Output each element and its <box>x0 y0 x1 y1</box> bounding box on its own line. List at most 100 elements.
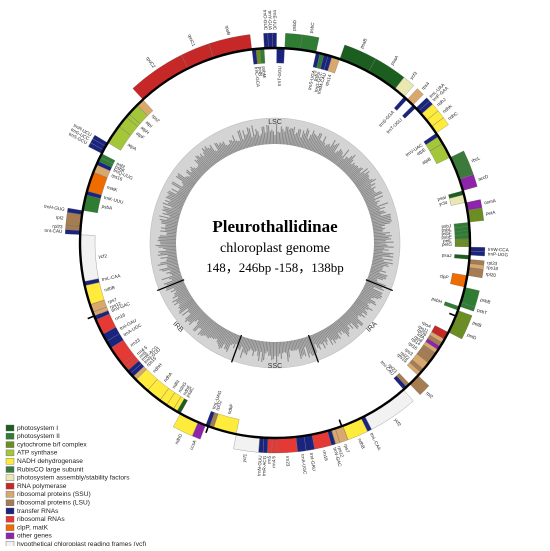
gene-block <box>365 390 414 430</box>
gene-label: trnT-GGU <box>277 66 283 86</box>
gene-label: rrn5 <box>267 455 272 464</box>
gene-label: rrn23 <box>129 337 141 348</box>
gene-label: trnH-GUG <box>44 204 66 212</box>
gene-label: ndhB <box>104 285 116 293</box>
gene-label: trnY-GUA <box>267 10 272 31</box>
gene-label: psbB <box>480 297 491 305</box>
gene-block <box>272 33 276 48</box>
legend-label: ribosomal RNAs <box>17 516 65 523</box>
legend-label: ATP synthase <box>17 450 58 457</box>
gene-label: atpB <box>421 156 432 165</box>
gene-block <box>268 33 272 48</box>
gene-block <box>470 251 485 256</box>
gene-block <box>276 437 297 453</box>
legend-label: ribosomal proteins (LSU) <box>17 499 90 506</box>
gc-spike <box>374 246 394 247</box>
gene-block <box>263 33 268 48</box>
gc-spike <box>374 248 384 249</box>
gene-label: ndhD <box>174 432 184 445</box>
gene-label: rpoC2 <box>145 56 156 70</box>
gc-spike <box>374 237 389 238</box>
gene-block <box>467 268 483 278</box>
gene-label: trnL-CAA <box>101 273 121 282</box>
gene-label: rrn16 <box>322 450 329 462</box>
gene-block <box>66 212 82 226</box>
legend-label: cytochrome b/f complex <box>17 441 87 448</box>
gene-label: ycf4 <box>438 200 448 207</box>
gene-label: ndhH <box>152 362 163 373</box>
gene-label: accD <box>478 174 490 182</box>
gene-label: rpl23 <box>52 224 63 230</box>
legend-swatch <box>6 491 14 497</box>
gc-spike <box>166 235 176 236</box>
gene-label: rrn4.5 <box>271 456 276 468</box>
gene-label: rrn16 <box>114 312 126 321</box>
gene-label: ycf1 <box>242 453 248 462</box>
gene-label: ndhC <box>447 110 459 121</box>
legend-swatch <box>6 467 14 473</box>
gene-label: psbH <box>431 296 443 304</box>
legend-label: RubisCO large subunit <box>17 466 84 473</box>
gene-label: clpP <box>439 273 449 280</box>
gene-block <box>455 239 470 243</box>
gene-label: rps4 <box>420 81 430 91</box>
gene-block <box>65 230 80 235</box>
gene-block <box>268 438 272 453</box>
gene-label: psbC <box>309 21 316 33</box>
gene-label: rpl2 <box>425 390 434 399</box>
legend-swatch <box>6 500 14 506</box>
gene-label: cemA <box>484 198 497 205</box>
gene-label: rps18 <box>486 265 498 271</box>
legend-label: other genes <box>17 533 53 540</box>
gene-label: rpl2 <box>56 215 65 221</box>
gc-spike <box>166 249 177 250</box>
legend-swatch <box>6 425 14 431</box>
legend-label: NADH dehydrogenase <box>17 458 83 465</box>
gc-spike <box>270 131 271 144</box>
gene-label: petD <box>466 332 478 341</box>
gene-label: ndhB <box>357 438 366 450</box>
gene-label: ycf3 <box>409 70 419 80</box>
genome-size: 148，246bp -158，138bp <box>206 260 344 275</box>
legend-swatch <box>6 516 14 522</box>
gene-label: rps2 <box>151 113 161 123</box>
gene-block <box>263 438 268 453</box>
legend-swatch <box>6 525 14 531</box>
legend-swatch <box>6 450 14 456</box>
gene-block <box>340 45 376 72</box>
gene-label: petB <box>472 320 483 328</box>
legend-swatch <box>6 475 14 481</box>
legend-swatch <box>6 458 14 464</box>
legend-label: hypothetical chloroplast reading frames … <box>17 541 146 546</box>
gene-block <box>454 254 469 259</box>
gene-label: trnK-UUU <box>103 195 124 205</box>
gene-block <box>272 438 276 453</box>
title: Pleurothallidinae <box>212 217 338 236</box>
gene-label: trnA-UGC <box>300 454 308 475</box>
gene-label: trnI-GAU <box>309 452 317 471</box>
gene-label: petA <box>486 210 497 216</box>
gene-label: psbA <box>101 204 113 211</box>
gene-block <box>277 48 285 63</box>
gc-spike <box>270 342 271 356</box>
legend-swatch <box>6 533 14 539</box>
legend-label: clpP, matK <box>17 524 49 531</box>
legend-label: RNA polymerase <box>17 483 67 490</box>
legend-label: photosystem assembly/stability factors <box>17 475 130 482</box>
gene-label: petG <box>442 242 452 247</box>
gene-label: psbM <box>261 66 267 78</box>
gene-block <box>444 302 459 311</box>
gene-label: psaJ <box>442 252 452 258</box>
gene-label: psbT <box>476 308 487 316</box>
gene-label: psbD <box>291 19 297 31</box>
legend-swatch <box>6 433 14 439</box>
gene-block <box>133 55 188 99</box>
gene-label: ycf2 <box>98 253 107 259</box>
gc-spike <box>272 342 273 360</box>
gene-label: ndhF <box>227 403 235 415</box>
gc-spike <box>269 342 270 356</box>
gene-label: ndhA <box>163 371 174 383</box>
gene-block <box>470 247 485 252</box>
legend-swatch <box>6 541 14 546</box>
